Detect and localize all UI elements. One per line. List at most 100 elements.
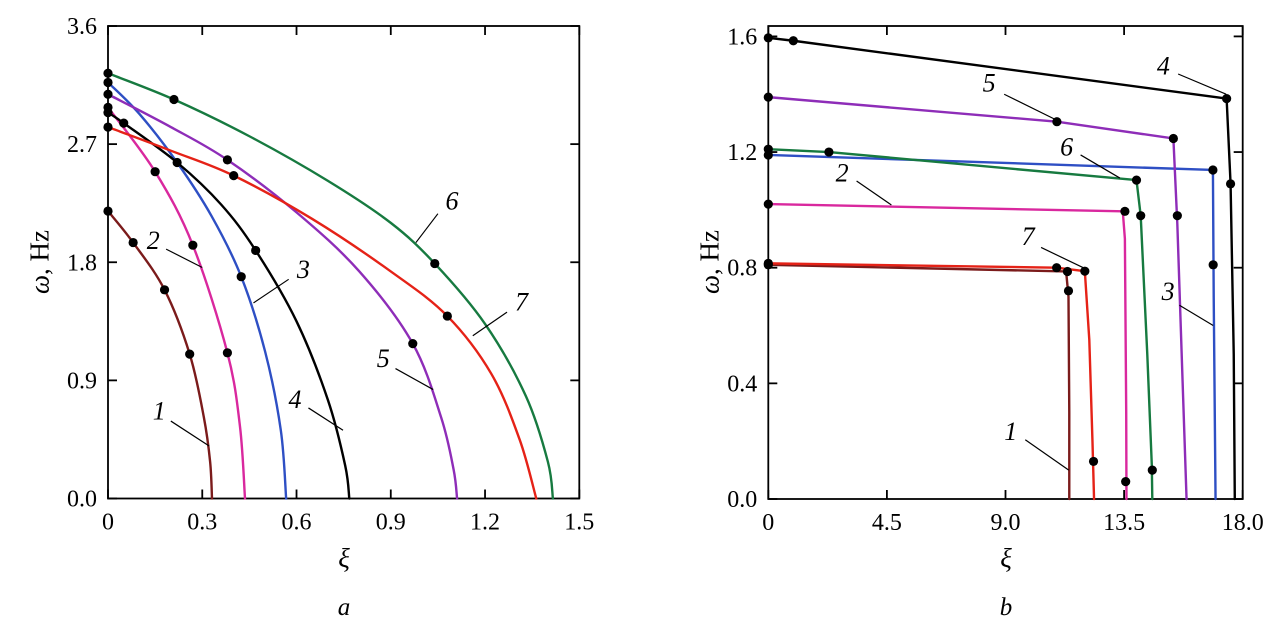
leader-line-curve-6 (415, 213, 439, 243)
data-point-curve-6 (103, 68, 113, 78)
curve-label-6: 6 (446, 187, 459, 216)
data-point-curve-5 (222, 155, 232, 165)
y-tick-label: 0.0 (727, 487, 757, 513)
data-point-curve-4 (1225, 179, 1236, 189)
data-point-curve-2 (222, 348, 232, 358)
data-point-curve-2 (763, 199, 773, 209)
y-axis-unit: , Hz (24, 229, 55, 275)
curve-1 (767, 263, 1071, 501)
y-tick-label: 0.0 (67, 487, 97, 513)
y-tick-label: 0.9 (67, 368, 97, 394)
panel-a-caption: a (337, 594, 351, 621)
curve-label-3: 3 (1161, 277, 1175, 306)
data-point-curve-4 (172, 157, 182, 168)
leader-line-curve-3 (253, 278, 289, 304)
y-tick-label: 1.8 (67, 250, 97, 276)
leader-line-curve-1 (1024, 439, 1070, 471)
leader-line-curve-2 (165, 248, 203, 269)
data-point-curve-2 (1120, 206, 1130, 216)
data-point-curve-6 (1147, 465, 1157, 475)
data-point-curve-7 (1052, 263, 1062, 273)
data-point-curve-7 (1080, 266, 1090, 276)
data-point-curve-1 (159, 285, 170, 295)
curve-label-2: 2 (836, 158, 849, 187)
curve-label-5: 5 (983, 69, 996, 98)
x-tick-label: 9.0 (991, 510, 1021, 536)
x-tick-label: 0.6 (282, 510, 312, 536)
leader-line-curve-1 (170, 420, 210, 447)
leader-line-curve-4 (1177, 73, 1227, 95)
data-point-curve-6 (1136, 211, 1146, 221)
data-point-curve-3 (236, 272, 246, 282)
panel-b-caption: b (999, 594, 1013, 621)
curve-label-4: 4 (288, 385, 301, 414)
data-point-curve-3 (103, 77, 113, 88)
panel-a-x-axis-label: ξ (338, 543, 350, 574)
data-point-curve-3 (1208, 260, 1218, 270)
x-tick-label: 1.2 (470, 510, 500, 536)
curve-label-6: 6 (1060, 132, 1073, 161)
data-point-curve-4 (103, 108, 113, 118)
curve-3 (106, 81, 288, 500)
x-tick-label: 18.0 (1222, 510, 1264, 536)
data-point-curve-4 (1222, 93, 1232, 104)
leader-line-curve-4 (308, 407, 344, 431)
panel-a-y-axis-label: ω, Hz (25, 230, 56, 294)
x-tick-label: 4.5 (872, 510, 902, 536)
leader-line-curve-5 (395, 368, 434, 391)
curve-5 (767, 95, 1188, 501)
curve-label-2: 2 (147, 226, 160, 255)
data-point-curve-7 (1088, 456, 1099, 467)
curve-label-1: 1 (1004, 417, 1017, 446)
data-point-curve-6 (169, 94, 179, 105)
curve-label-7: 7 (515, 288, 529, 317)
curve-4 (767, 36, 1236, 501)
data-point-curve-2 (150, 167, 160, 177)
y-tick-label: 3.6 (67, 14, 97, 40)
x-tick-label: 1.5 (564, 510, 594, 536)
leader-line-curve-7 (472, 311, 508, 337)
curve-4 (106, 111, 351, 500)
y-tick-label: 1.6 (727, 24, 757, 50)
x-tick-label: 0.9 (376, 510, 406, 536)
x-tick-label: 0 (762, 510, 774, 536)
leader-line-curve-3 (1179, 304, 1214, 327)
data-point-curve-5 (1168, 133, 1178, 144)
data-point-curve-5 (103, 89, 113, 99)
curve-7 (106, 125, 538, 500)
data-point-curve-6 (763, 144, 773, 154)
omega-symbol: ω (694, 274, 725, 295)
data-point-curve-1 (103, 206, 113, 216)
data-point-curve-6 (1131, 175, 1142, 185)
data-point-curve-7 (103, 122, 113, 132)
data-point-curve-5 (1172, 211, 1182, 221)
data-point-curve-4 (763, 33, 773, 43)
y-axis-unit: , Hz (694, 229, 725, 275)
leader-line-curve-6 (1080, 154, 1121, 179)
data-point-curve-6 (430, 258, 440, 269)
panel-b-x-axis-label: ξ (1000, 543, 1012, 574)
plot-frame-a (107, 25, 581, 500)
curve-5 (106, 93, 459, 500)
data-point-curve-7 (229, 171, 239, 181)
curve-label-4: 4 (1157, 51, 1170, 80)
data-point-curve-7 (763, 258, 773, 268)
data-point-curve-4 (788, 36, 798, 46)
data-point-curve-1 (128, 237, 138, 248)
leader-line-curve-5 (1003, 93, 1058, 121)
data-point-curve-1 (1063, 286, 1074, 296)
curve-3 (767, 153, 1217, 501)
panel-b-y-axis-label: ω, Hz (695, 230, 726, 294)
curve-label-7: 7 (1022, 222, 1036, 251)
data-point-curve-1 (185, 349, 195, 359)
curve-label-3: 3 (296, 255, 310, 284)
data-point-curve-1 (1062, 266, 1073, 277)
curve-7 (767, 262, 1096, 501)
curve-label-5: 5 (377, 344, 390, 373)
data-point-curve-2 (1121, 477, 1131, 487)
data-point-curve-2 (188, 240, 198, 250)
data-point-curve-5 (408, 339, 418, 349)
x-tick-label: 0 (102, 510, 114, 536)
curve-6 (767, 147, 1154, 501)
